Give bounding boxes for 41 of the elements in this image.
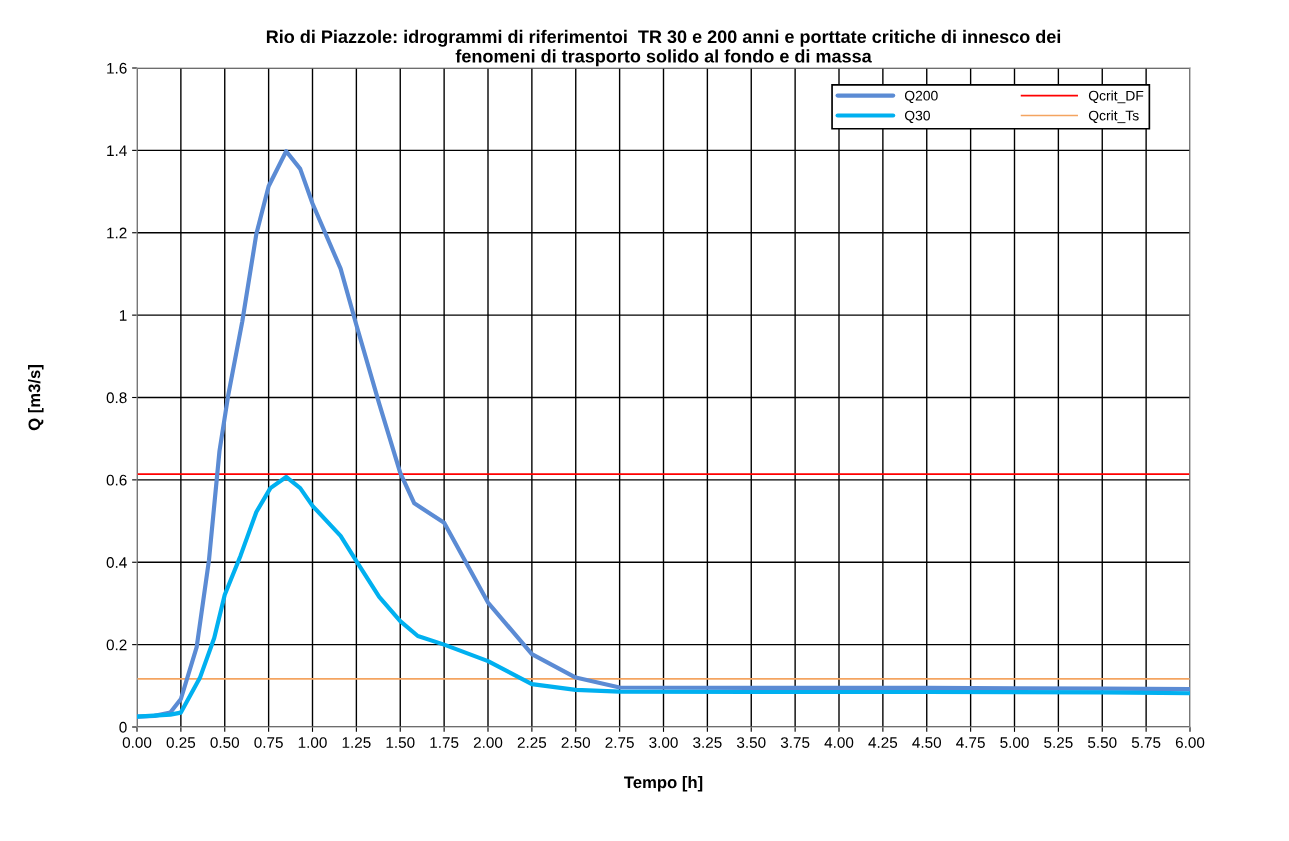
x-tick-label: 3.00 [649,737,678,748]
x-tick-label: 6.00 [1175,737,1205,748]
x-tick-label: 1.75 [430,737,459,748]
x-tick-label: 5.50 [1088,737,1117,748]
x-tick-label: 2.25 [517,737,547,748]
y-tick-label: 1 [119,310,127,321]
x-tick-label: 5.75 [1131,737,1161,748]
x-tick-label: 4.75 [956,737,985,748]
legend-label: Q200 [904,90,938,104]
x-tick-label: 5.25 [1044,737,1073,748]
x-tick-label: 0.25 [166,737,196,748]
x-tick-label: 1.00 [298,737,327,748]
y-tick-label: 0.2 [106,639,127,651]
x-tick-label: 3.75 [780,737,810,748]
legend-label: Q30 [904,110,930,123]
x-tick-label: 1.50 [386,737,415,748]
y-tick-label: 1.6 [107,62,127,74]
x-tick-label: 1.25 [342,737,371,748]
x-tick-label: 3.50 [736,737,766,748]
legend-label: Qcrit_DF [1088,90,1144,104]
chart-title: Rio di Piazzole: idrogrammi di riferimentoi TR 30 e 200 anni e porttate critiche di innesco dei fenomeni di trasporto solido al fondo e di massa [266,29,1061,67]
x-tick-label: 0.75 [254,737,283,748]
x-tick-label: 5.00 [1000,737,1029,748]
x-tick-label: 4.25 [868,737,898,748]
x-tick-label: 2.50 [561,737,591,748]
y-tick-label: 0.8 [106,392,127,404]
y-tick-label: 1.4 [107,145,127,156]
x-tick-label: 3.25 [693,737,722,748]
x-tick-label: 4.00 [824,737,854,748]
x-tick-label: 0.50 [210,737,240,748]
y-tick-label: 1.2 [107,227,127,239]
x-tick-label: 2.75 [605,737,634,748]
x-tick-label: 2.00 [473,737,503,748]
y-tick-label: 0.4 [106,557,127,568]
legend-label: Qcrit_Ts [1088,110,1139,124]
x-tick-label: 4.50 [912,737,942,748]
x-tick-label: 0.00 [122,737,152,748]
y-tick-label: 0 [119,721,127,733]
y-axis-title: Q [m3/s] [28,365,44,431]
x-axis-title: Tempo [h] [624,775,703,792]
y-tick-label: 0.6 [106,474,127,486]
